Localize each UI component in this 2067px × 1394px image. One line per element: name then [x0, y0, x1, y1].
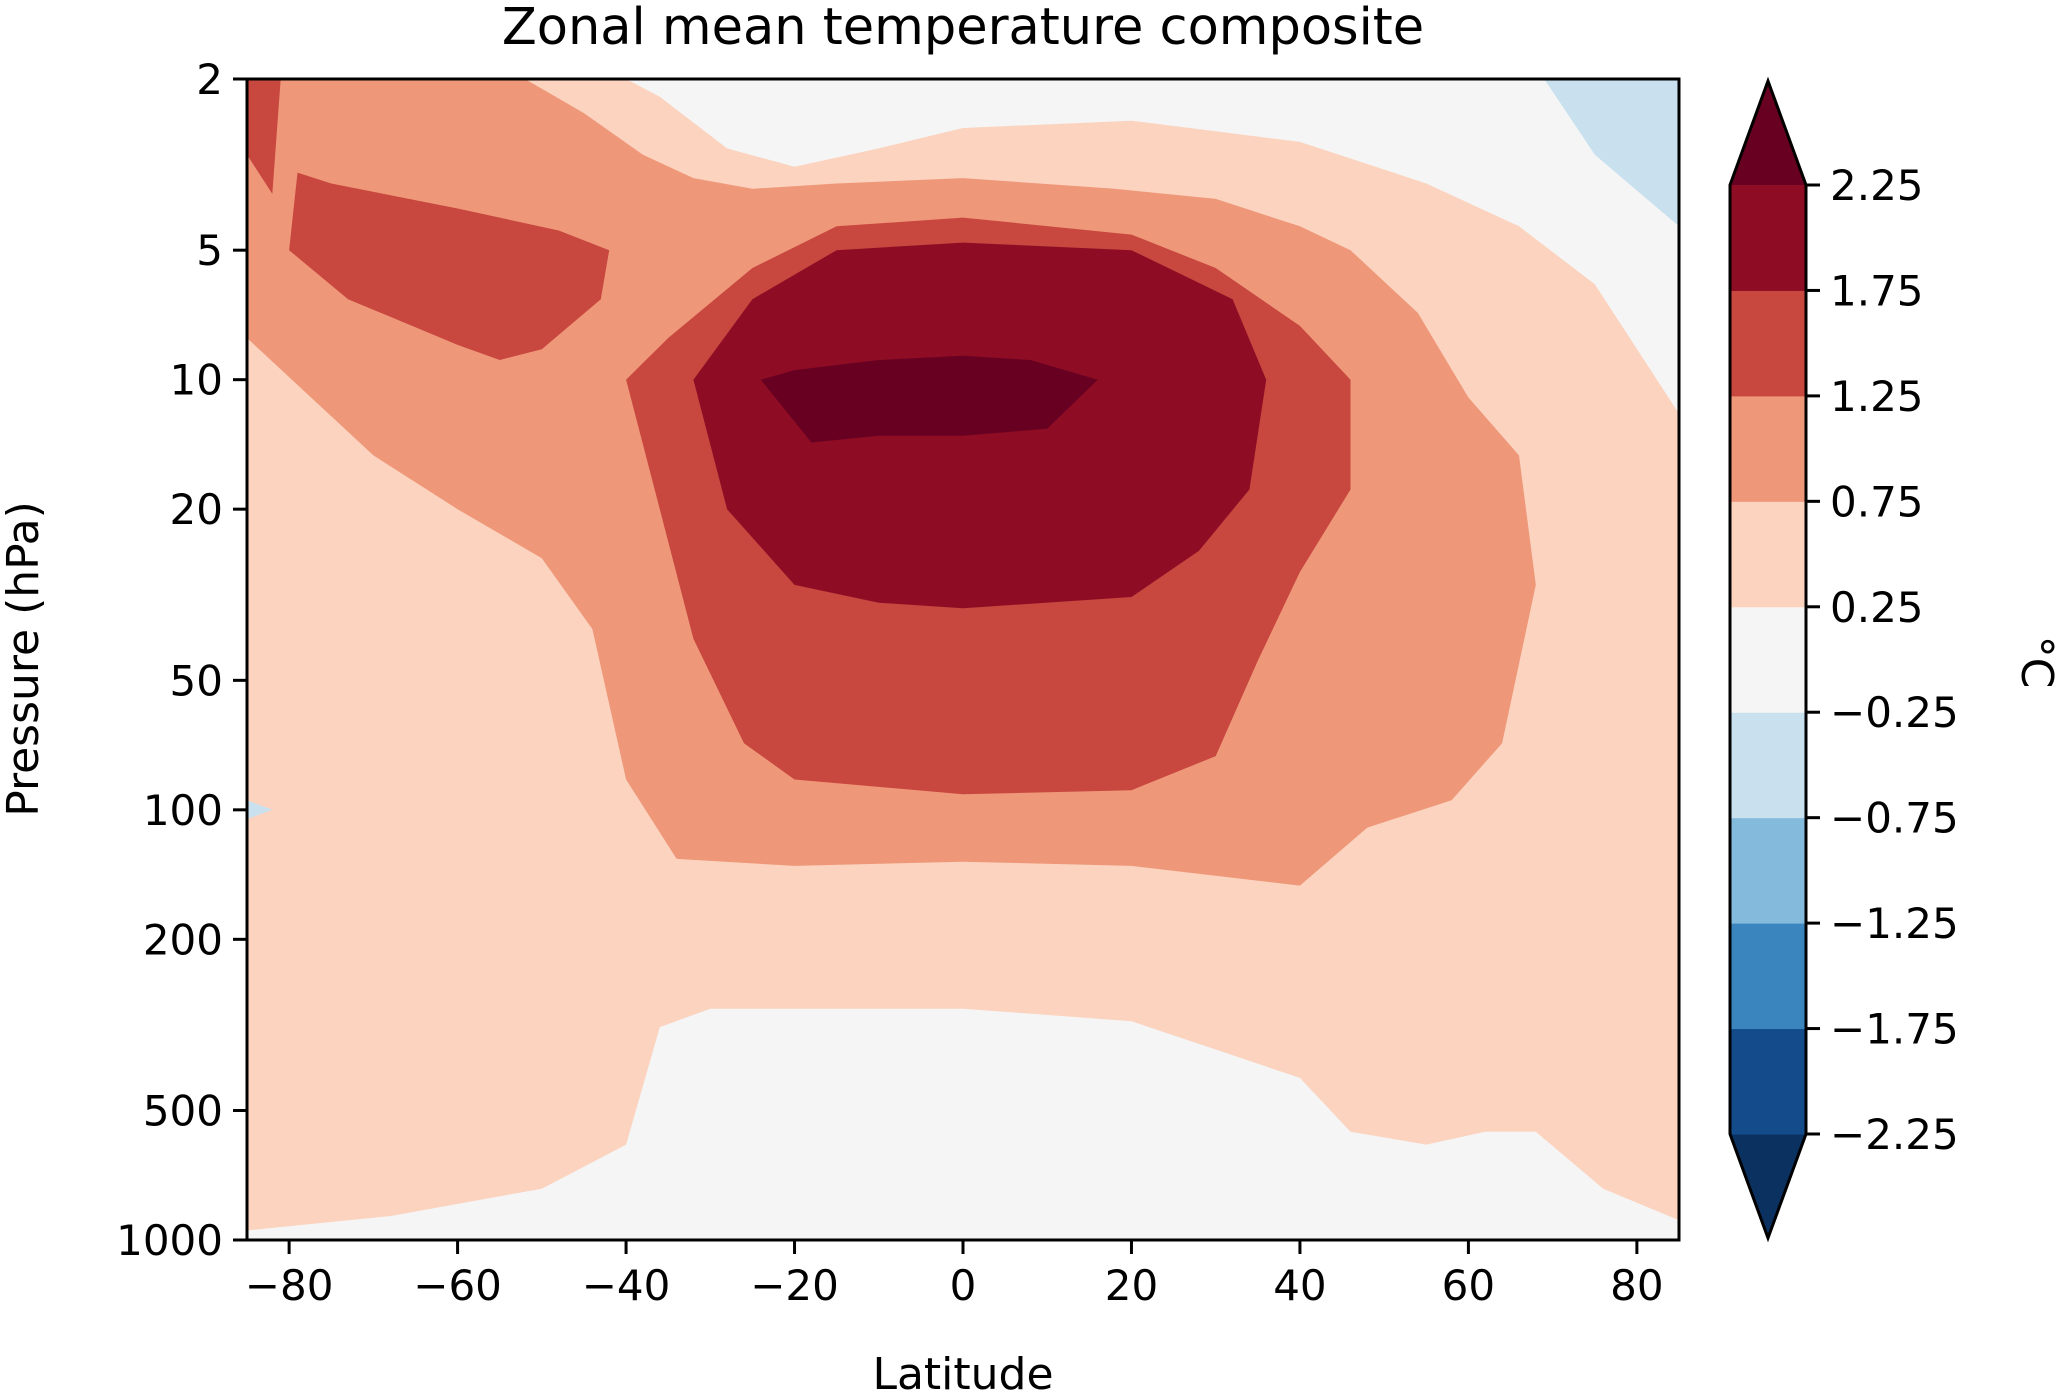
contour-layer: [247, 79, 1679, 1231]
contour-region-7: [760, 355, 1098, 443]
y-axis-label: Pressure (hPa): [0, 501, 49, 817]
colorbar-segment: [1730, 290, 1806, 397]
x-tick-label: −40: [582, 1261, 671, 1310]
plot-area: [247, 79, 1679, 1240]
y-tick-label: 200: [143, 915, 223, 964]
x-tick-label: 60: [1442, 1261, 1495, 1310]
colorbar-tick-label: 2.25: [1830, 161, 1924, 210]
y-tick-label: 10: [170, 356, 223, 405]
colorbar-segment: [1730, 923, 1806, 1030]
chart-title: Zonal mean temperature composite: [502, 0, 1424, 57]
x-tick-label: 40: [1273, 1261, 1326, 1310]
x-tick-label: 0: [950, 1261, 977, 1310]
colorbar-tick-label: 0.75: [1830, 477, 1924, 526]
y-tick-label: 20: [170, 485, 223, 534]
x-tick-label: −60: [413, 1261, 502, 1310]
colorbar-segment: [1730, 501, 1806, 608]
colorbar-segments: [1728, 76, 1808, 1243]
colorbar-extend-max: [1730, 81, 1806, 185]
y-tick-label: 1000: [116, 1216, 223, 1265]
x-axis-label: Latitude: [872, 1349, 1053, 1394]
contour-region-8: [1544, 79, 1679, 227]
y-tick-label: 5: [196, 226, 223, 275]
y-tick-label: 50: [170, 656, 223, 705]
colorbar-tick-label: −1.75: [1830, 1005, 1959, 1054]
colorbar-segment: [1730, 1028, 1806, 1135]
colorbar-segment: [1730, 817, 1806, 924]
colorbar-segment: [1730, 606, 1806, 713]
colorbar-tick-label: −2.25: [1830, 1110, 1959, 1159]
colorbar-tick-label: 1.75: [1830, 266, 1924, 315]
colorbar-tick-label: −0.25: [1830, 688, 1959, 737]
y-tick-label: 500: [143, 1087, 223, 1136]
colorbar: −2.25 −1.75 −1.25 −0.75 −0.25 0.25 0.75 1.25 1.7…: [1728, 76, 2062, 1243]
colorbar-segment: [1730, 395, 1806, 502]
colorbar-segment: [1730, 712, 1806, 819]
x-tick-label: −80: [245, 1261, 334, 1310]
colorbar-extend-min: [1730, 1134, 1806, 1238]
x-tick-label: −20: [750, 1261, 839, 1310]
contour-region-9: [247, 800, 273, 819]
y-tick-label: 2: [196, 55, 223, 104]
colorbar-label: °C: [2011, 636, 2062, 689]
x-tick-label: 20: [1105, 1261, 1158, 1310]
contour-region-4: [247, 79, 281, 194]
colorbar-tick-label: −1.25: [1830, 899, 1959, 948]
y-tick-label: 100: [143, 786, 223, 835]
colorbar-tick-label: 1.25: [1830, 372, 1924, 421]
y-axis: 2 5 10 20 50 100 200 500 1000: [116, 55, 247, 1265]
x-tick-label: 80: [1610, 1261, 1663, 1310]
colorbar-ticks: −2.25 −1.75 −1.25 −0.75 −0.25 0.25 0.75 1.25 1.7…: [1806, 161, 1959, 1159]
x-axis: −80 −60 −40 −20 0 20 40 60 80: [245, 1240, 1664, 1310]
contour-region-5: [289, 172, 610, 360]
colorbar-tick-label: 0.25: [1830, 583, 1924, 632]
colorbar-tick-label: −0.75: [1830, 794, 1959, 843]
colorbar-segment: [1730, 185, 1806, 291]
